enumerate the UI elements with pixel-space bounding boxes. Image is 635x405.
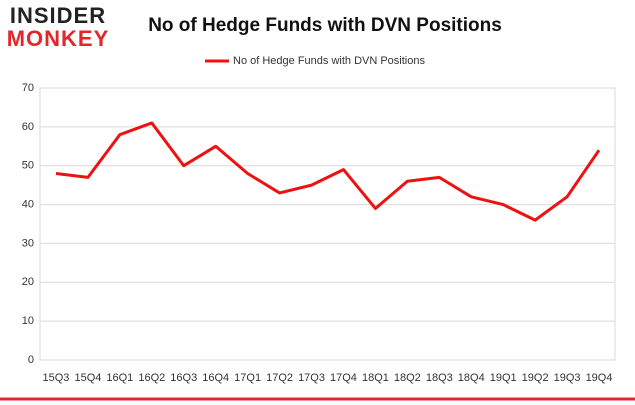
y-tick-label: 30 bbox=[22, 237, 34, 249]
plot-frame bbox=[39, 87, 616, 361]
x-tick-label: 17Q2 bbox=[266, 372, 293, 384]
x-tick-label: 19Q2 bbox=[522, 372, 549, 384]
y-tick-label: 40 bbox=[22, 198, 34, 210]
logo-bottom: MONKEY bbox=[7, 26, 110, 51]
x-tick-label: 19Q4 bbox=[586, 372, 613, 384]
x-tick-label: 18Q2 bbox=[394, 372, 421, 384]
x-tick-label: 15Q4 bbox=[74, 372, 101, 384]
y-tick-label: 0 bbox=[28, 354, 34, 366]
x-tick-label: 16Q2 bbox=[138, 372, 165, 384]
x-tick-label: 16Q4 bbox=[202, 372, 229, 384]
y-tick-label: 60 bbox=[22, 121, 34, 133]
x-tick-label: 19Q1 bbox=[490, 372, 517, 384]
line-series bbox=[55, 121, 601, 222]
x-tick-label: 16Q1 bbox=[106, 372, 133, 384]
x-tick-label: 18Q3 bbox=[426, 372, 453, 384]
x-tick-label: 18Q4 bbox=[458, 372, 485, 384]
x-tick-label: 17Q3 bbox=[298, 372, 325, 384]
chart-title: No of Hedge Funds with DVN Positions bbox=[148, 15, 502, 36]
x-tick-label: 18Q1 bbox=[362, 372, 389, 384]
y-tick-label: 20 bbox=[22, 276, 34, 288]
x-tick-label: 17Q4 bbox=[330, 372, 357, 384]
x-tick-label: 17Q1 bbox=[234, 372, 261, 384]
x-tick-label: 15Q3 bbox=[43, 372, 70, 384]
x-tick-label: 19Q3 bbox=[554, 372, 581, 384]
y-tick-label: 70 bbox=[22, 82, 34, 94]
y-tick-label: 50 bbox=[22, 160, 34, 172]
x-tick-label: 16Q3 bbox=[170, 372, 197, 384]
legend-label: No of Hedge Funds with DVN Positions bbox=[233, 55, 425, 67]
y-tick-label: 10 bbox=[22, 315, 34, 327]
logo-top: INSIDER bbox=[10, 3, 106, 28]
